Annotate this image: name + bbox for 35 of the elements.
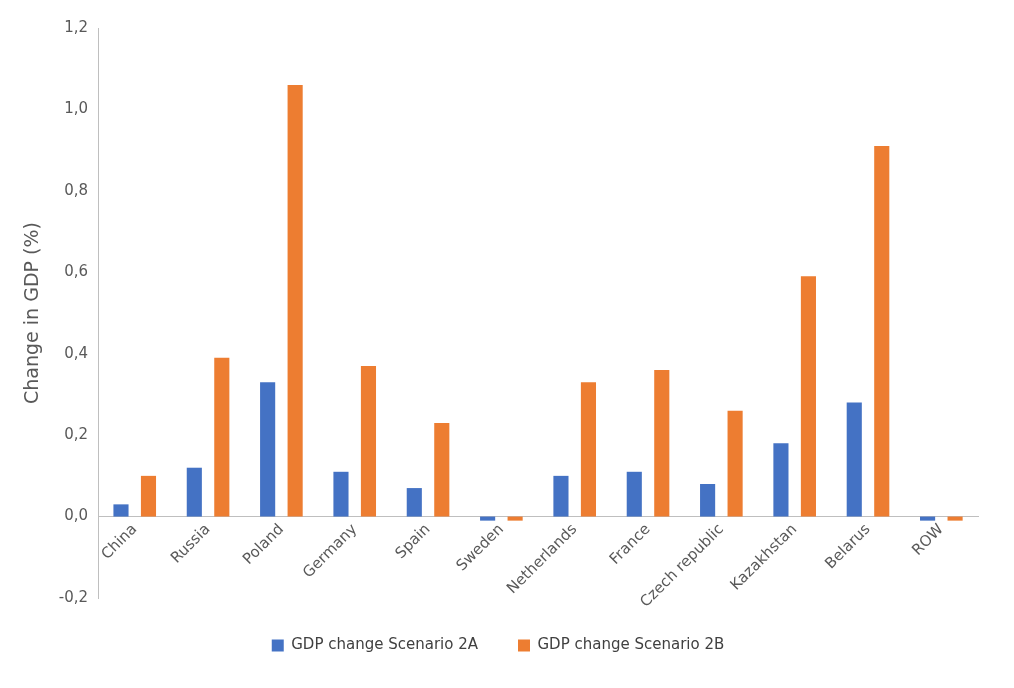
bar <box>626 471 642 517</box>
bar <box>214 357 230 517</box>
bar <box>186 467 202 517</box>
bar <box>287 85 303 517</box>
bar <box>920 516 936 521</box>
bar <box>800 276 816 517</box>
bar <box>773 443 789 517</box>
legend-label: GDP change Scenario 2A <box>291 635 479 654</box>
bar <box>406 488 422 517</box>
bar <box>360 365 377 517</box>
legend-label: GDP change Scenario 2B <box>537 635 725 654</box>
bar <box>140 475 157 517</box>
bar <box>434 422 450 517</box>
bar <box>553 475 569 517</box>
bar <box>260 382 276 517</box>
y-tick-label: 1,2 <box>64 17 89 36</box>
bar <box>113 504 129 517</box>
bar <box>947 516 963 521</box>
bar <box>580 382 597 517</box>
bar <box>333 471 349 517</box>
bar <box>507 516 523 521</box>
y-axis-title: Change in GDP (%) <box>20 222 43 404</box>
y-tick-label: -0,2 <box>58 587 89 606</box>
bar <box>700 484 716 517</box>
y-tick-label: 0,4 <box>64 343 89 362</box>
y-tick-label: 0,6 <box>64 262 89 281</box>
bar <box>727 410 743 517</box>
y-tick-label: 1,0 <box>64 99 89 118</box>
bar <box>846 402 862 517</box>
y-tick-label: 0,0 <box>64 506 89 525</box>
y-tick-label: 0,8 <box>64 180 89 199</box>
bar <box>874 146 890 517</box>
bar <box>654 370 670 517</box>
bar <box>480 516 496 521</box>
y-tick-label: 0,2 <box>64 425 89 444</box>
